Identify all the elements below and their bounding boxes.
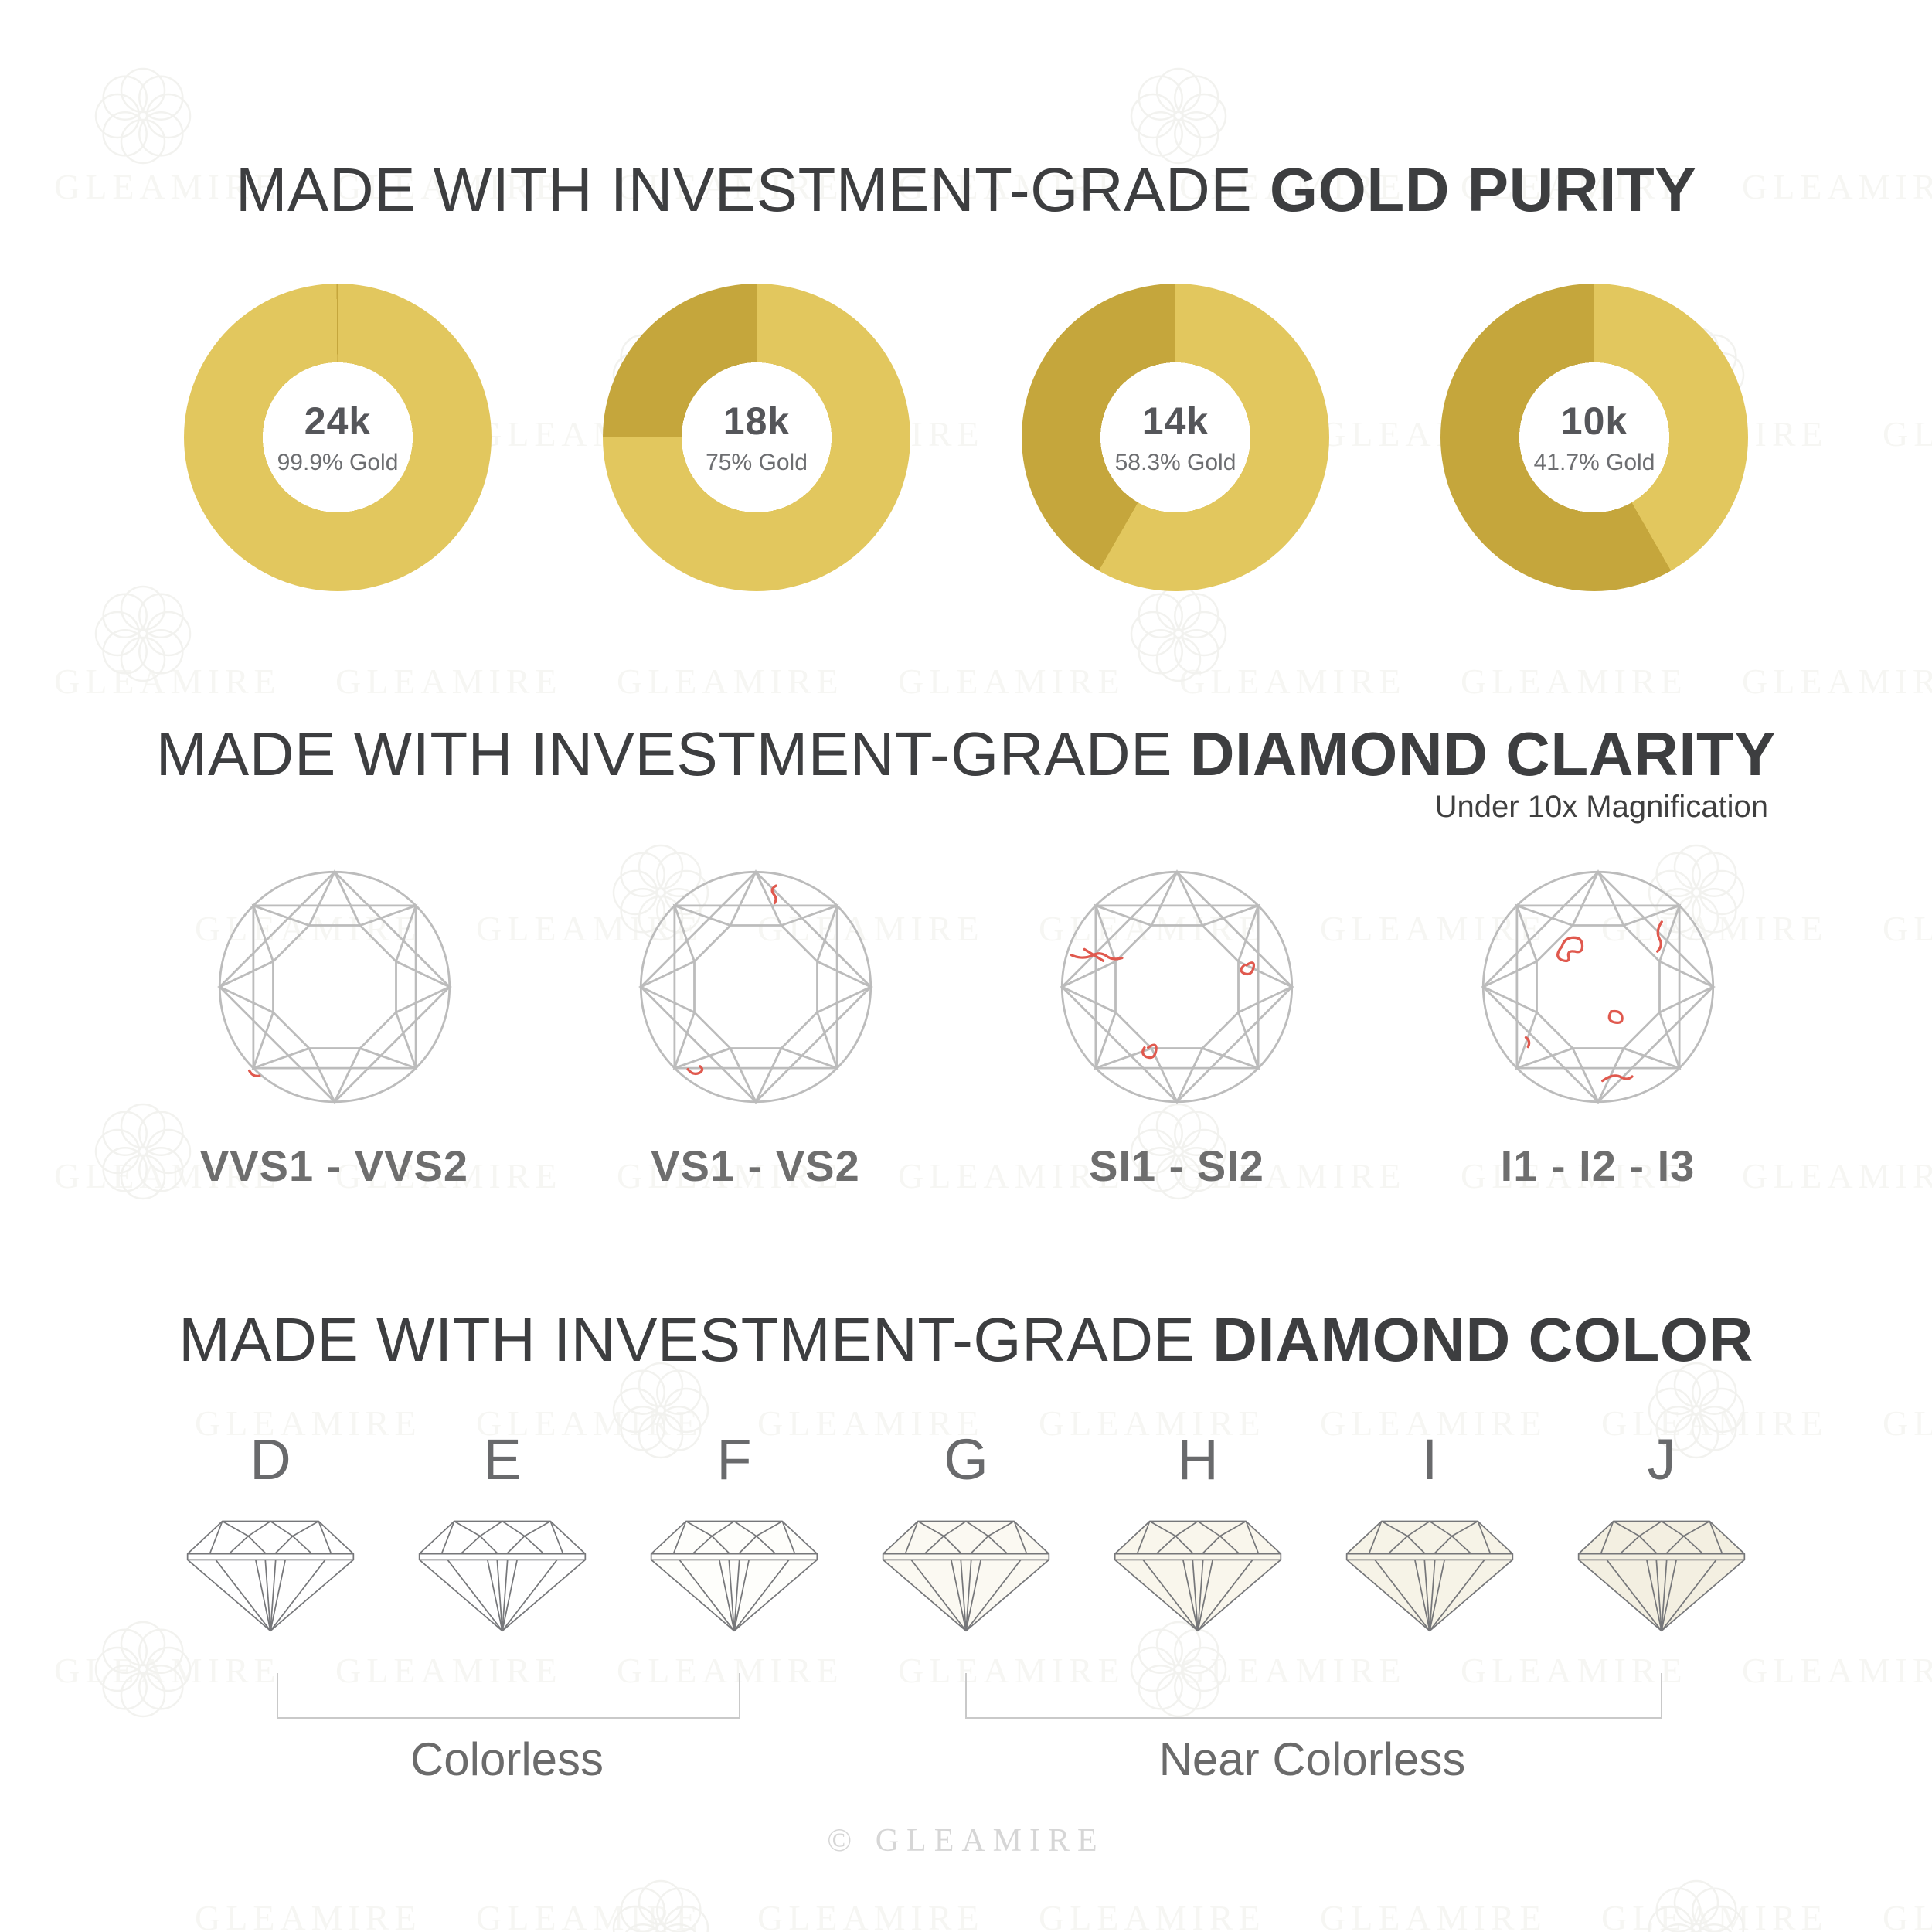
karat-value: 18k <box>723 400 791 443</box>
gold-purity-title: MADE WITH INVESTMENT-GRADE GOLD PURITY <box>0 155 1932 226</box>
gold-purity-title-prefix: MADE WITH INVESTMENT-GRADE <box>235 155 1253 224</box>
colorless-group-bracket <box>277 1673 740 1719</box>
gold-purity-donut-chart-10k: 10k 41.7% Gold <box>1440 284 1748 591</box>
purity-value: 58.3% Gold <box>1114 450 1236 475</box>
clarity-label-row: VVS1 - VVS2 VS1 - VS2 SI1 - SI2 I1 - I2 … <box>124 1141 1808 1191</box>
clarity-grade-label: I1 - I2 - I3 <box>1500 1141 1696 1190</box>
diamond-clarity-title-prefix: MADE WITH INVESTMENT-GRADE <box>155 719 1172 788</box>
karat-value: 14k <box>1141 400 1209 443</box>
diamond-clarity-title: MADE WITH INVESTMENT-GRADE DIAMOND CLARI… <box>0 719 1932 790</box>
colorless-group-label: Colorless <box>410 1733 604 1785</box>
purity-value: 75% Gold <box>706 450 808 475</box>
clarity-cell-si <box>966 864 1387 1114</box>
clarity-diagram-vs-icon <box>633 864 879 1114</box>
donut-center-label: 14k 58.3% Gold <box>1022 284 1329 591</box>
clarity-cell-vvs <box>124 864 545 1114</box>
gold-purity-donut-chart-14k: 14k 58.3% Gold <box>1022 284 1329 591</box>
donut-cell-14k: 14k 58.3% Gold <box>966 284 1385 591</box>
gold-purity-title-bold: GOLD PURITY <box>1269 155 1697 224</box>
diamond-profile-icon <box>645 1511 823 1642</box>
color-grade-letter-row: D E F G H I J <box>182 1427 1750 1492</box>
clarity-cell-vs <box>545 864 966 1114</box>
clarity-diagram-vvs-icon <box>212 864 457 1114</box>
color-grade-letter: G <box>944 1427 988 1492</box>
gold-purity-donut-chart-18k: 18k 75% Gold <box>603 284 910 591</box>
purity-value: 99.9% Gold <box>277 450 399 475</box>
color-grade-letter: I <box>1421 1427 1438 1492</box>
color-grade-letter: J <box>1647 1427 1676 1492</box>
gold-purity-donut-row: 24k 99.9% Gold 18k 75% Gold 14k <box>128 284 1804 591</box>
diamond-profile-icon <box>877 1511 1055 1642</box>
near-colorless-group-bracket <box>965 1673 1662 1719</box>
clarity-diagram-row <box>124 864 1808 1114</box>
near-colorless-group-label: Near Colorless <box>1158 1733 1466 1785</box>
purity-value: 41.7% Gold <box>1533 450 1655 475</box>
magnification-note: Under 10x Magnification <box>1434 790 1768 824</box>
diamond-color-title: MADE WITH INVESTMENT-GRADE DIAMOND COLOR <box>0 1304 1932 1376</box>
gold-purity-donut-chart-24k: 24k 99.9% Gold <box>184 284 492 591</box>
diamond-profile-icon <box>182 1511 359 1642</box>
diamond-color-title-bold: DIAMOND COLOR <box>1213 1305 1753 1374</box>
diamond-profile-icon <box>413 1511 591 1642</box>
clarity-grade-label: SI1 - SI2 <box>1089 1141 1264 1190</box>
diamond-profile-icon <box>1341 1511 1519 1642</box>
clarity-grade-label: VS1 - VS2 <box>651 1141 860 1190</box>
diamond-profile-icon <box>1109 1511 1287 1642</box>
clarity-grade-label: VVS1 - VVS2 <box>199 1141 469 1190</box>
clarity-diagram-i-icon <box>1475 864 1721 1114</box>
color-grade-letter: F <box>716 1427 752 1492</box>
color-grade-letter: H <box>1177 1427 1219 1492</box>
donut-center-label: 18k 75% Gold <box>603 284 910 591</box>
karat-value: 24k <box>304 400 372 443</box>
clarity-diagram-si-icon <box>1054 864 1300 1114</box>
diamond-profile-icon <box>1573 1511 1750 1642</box>
diamond-color-title-prefix: MADE WITH INVESTMENT-GRADE <box>179 1305 1196 1374</box>
diamond-profile-row <box>182 1511 1750 1642</box>
donut-cell-10k: 10k 41.7% Gold <box>1385 284 1804 591</box>
clarity-cell-i <box>1387 864 1808 1114</box>
diamond-clarity-title-bold: DIAMOND CLARITY <box>1189 719 1777 788</box>
copyright-text: © GLEAMIRE <box>827 1823 1105 1859</box>
donut-center-label: 24k 99.9% Gold <box>184 284 492 591</box>
donut-center-label: 10k 41.7% Gold <box>1440 284 1748 591</box>
donut-cell-24k: 24k 99.9% Gold <box>128 284 547 591</box>
karat-value: 10k <box>1560 400 1628 443</box>
color-grade-letter: D <box>250 1427 291 1492</box>
color-grade-letter: E <box>483 1427 522 1492</box>
donut-cell-18k: 18k 75% Gold <box>547 284 966 591</box>
